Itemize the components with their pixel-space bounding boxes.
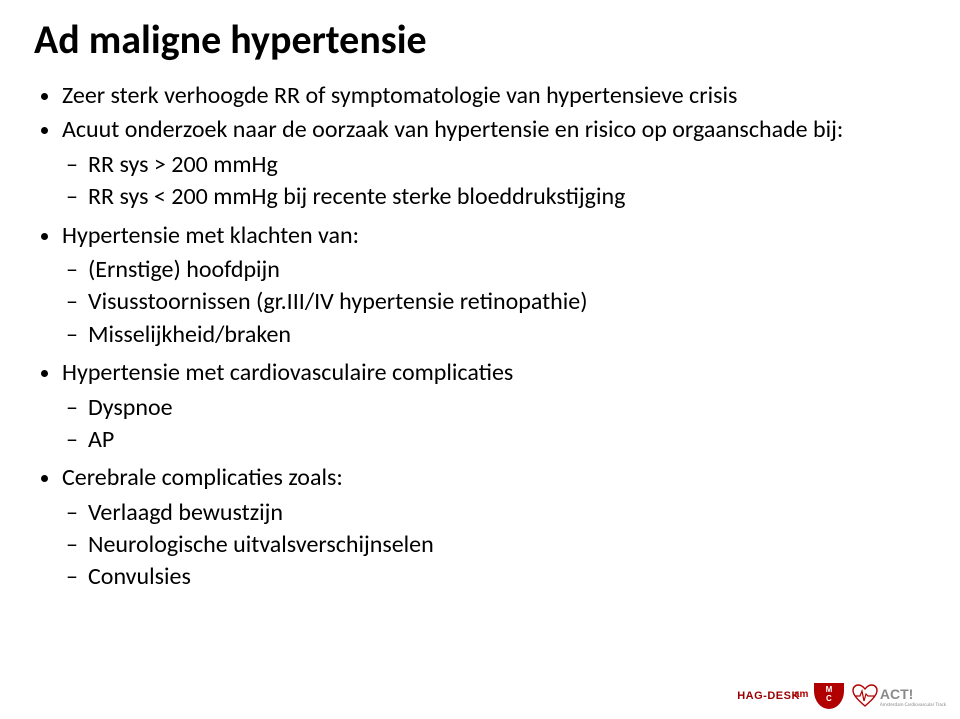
sub-list-item: Dyspnoe [88, 392, 926, 424]
list-item: Cerebrale complicaties zoals: Verlaagd b… [62, 462, 926, 594]
bullet-text: Acuut onderzoek naar de oorzaak van hype… [62, 115, 843, 144]
sub-list-item: RR sys < 200 mmHg bij recente sterke blo… [88, 181, 926, 213]
act-text-block: ACT! Amsterdam Cardiovascular Track [880, 685, 946, 708]
shield-icon: M C [814, 683, 844, 709]
list-item: Zeer sterk verhoogde RR of symptomatolog… [62, 80, 926, 112]
footer-logos: HAG-DESK am M C ACT! Amsterdam Cardiovas… [737, 683, 946, 709]
sub-list-item: Misselijkheid/braken [88, 319, 926, 351]
sub-list-item: (Ernstige) hoofdpijn [88, 254, 926, 286]
bullet-text: Cerebrale complicaties zoals: [62, 463, 343, 492]
sub-list-item: Visusstoornissen (gr.III/IV hypertensie … [88, 286, 926, 318]
bullet-list: Zeer sterk verhoogde RR of symptomatolog… [34, 80, 926, 594]
heart-icon [852, 684, 878, 708]
sub-list-item: RR sys > 200 mmHg [88, 149, 926, 181]
amc-prefix: am [794, 689, 808, 700]
slide-body: Ad maligne hypertensie Zeer sterk verhoo… [0, 0, 960, 719]
sub-list-item: Verlaagd bewustzijn [88, 497, 926, 529]
sub-list-item: AP [88, 424, 926, 456]
sub-list: Verlaagd bewustzijn Neurologische uitval… [62, 497, 926, 594]
sub-list: (Ernstige) hoofdpijn Visusstoornissen (g… [62, 254, 926, 351]
list-item: Hypertensie met klachten van: (Ernstige)… [62, 220, 926, 352]
amc-logo: am M C [814, 683, 844, 709]
sub-list-item: Neurologische uitvalsverschijnselen [88, 529, 926, 561]
list-item: Acuut onderzoek naar de oorzaak van hype… [62, 114, 926, 213]
list-item: Hypertensie met cardiovasculaire complic… [62, 357, 926, 456]
sub-list: Dyspnoe AP [62, 392, 926, 457]
bullet-text: Hypertensie met cardiovasculaire complic… [62, 358, 513, 387]
act-logo: ACT! Amsterdam Cardiovascular Track [852, 684, 946, 708]
act-subtitle: Amsterdam Cardiovascular Track [880, 702, 946, 708]
slide-title: Ad maligne hypertensie [34, 18, 926, 62]
bullet-text: Zeer sterk verhoogde RR of symptomatolog… [62, 81, 737, 110]
amc-shield-text: M C [814, 685, 844, 703]
sub-list: RR sys > 200 mmHg RR sys < 200 mmHg bij … [62, 149, 926, 214]
hagdesk-logo: HAG-DESK [737, 690, 800, 702]
act-label: ACT! [880, 686, 913, 702]
bullet-text: Hypertensie met klachten van: [62, 221, 359, 250]
sub-list-item: Convulsies [88, 561, 926, 593]
